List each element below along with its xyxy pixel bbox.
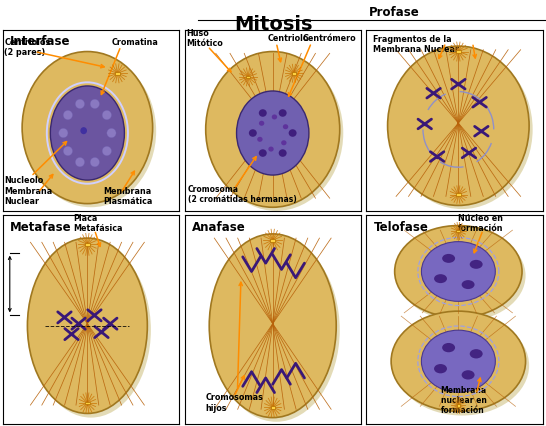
Ellipse shape xyxy=(27,238,147,413)
Ellipse shape xyxy=(90,158,99,167)
Ellipse shape xyxy=(22,52,153,204)
Ellipse shape xyxy=(107,128,116,138)
Text: Nucleolo: Nucleolo xyxy=(4,176,44,184)
Text: Telofase: Telofase xyxy=(373,222,428,234)
Ellipse shape xyxy=(395,315,529,415)
Text: Metafase: Metafase xyxy=(10,222,72,234)
Text: Centriolos
(2 pares): Centriolos (2 pares) xyxy=(4,38,51,58)
Bar xyxy=(456,404,460,406)
Ellipse shape xyxy=(461,370,474,380)
Ellipse shape xyxy=(461,280,474,289)
Bar xyxy=(85,243,90,246)
Bar xyxy=(270,239,275,242)
Bar xyxy=(85,402,90,404)
Ellipse shape xyxy=(395,226,522,317)
Ellipse shape xyxy=(249,129,257,137)
Ellipse shape xyxy=(391,311,526,412)
Ellipse shape xyxy=(422,330,495,392)
Bar xyxy=(271,406,275,409)
Text: Cromatina: Cromatina xyxy=(112,38,159,47)
Bar xyxy=(292,72,296,75)
Text: Centriolo: Centriolo xyxy=(268,35,309,43)
Ellipse shape xyxy=(278,109,287,117)
Bar xyxy=(456,193,460,196)
Text: Cromosoma
(2 cromátidas hermanas): Cromosoma (2 cromátidas hermanas) xyxy=(188,185,297,204)
Ellipse shape xyxy=(102,110,111,120)
Ellipse shape xyxy=(289,129,296,137)
Ellipse shape xyxy=(206,52,340,207)
Ellipse shape xyxy=(26,55,156,207)
Text: Cromosomas
hijos: Cromosomas hijos xyxy=(206,394,264,412)
Ellipse shape xyxy=(442,254,455,263)
Ellipse shape xyxy=(209,55,343,211)
Ellipse shape xyxy=(391,50,533,209)
Ellipse shape xyxy=(281,140,287,145)
Ellipse shape xyxy=(422,242,495,301)
Ellipse shape xyxy=(236,91,309,175)
Ellipse shape xyxy=(209,234,336,417)
Ellipse shape xyxy=(90,99,99,109)
Bar xyxy=(115,72,120,75)
Ellipse shape xyxy=(75,99,85,109)
Text: Núcleo en
formación: Núcleo en formación xyxy=(458,214,504,233)
Ellipse shape xyxy=(278,149,287,157)
Text: Membrana
nuclear en
formación: Membrana nuclear en formación xyxy=(441,386,487,415)
Ellipse shape xyxy=(259,149,267,157)
Ellipse shape xyxy=(50,86,124,180)
Bar xyxy=(456,230,460,232)
Text: Mitosis: Mitosis xyxy=(234,15,312,34)
Ellipse shape xyxy=(80,127,87,134)
Text: Profase: Profase xyxy=(369,6,420,19)
Text: Membrana
Plasmática: Membrana Plasmática xyxy=(103,187,153,206)
Ellipse shape xyxy=(75,158,85,167)
Ellipse shape xyxy=(213,238,340,422)
Ellipse shape xyxy=(283,124,288,129)
Ellipse shape xyxy=(63,146,73,156)
Ellipse shape xyxy=(434,364,447,373)
Bar xyxy=(246,75,250,78)
Ellipse shape xyxy=(259,121,264,126)
Ellipse shape xyxy=(470,349,483,358)
Ellipse shape xyxy=(31,242,151,417)
Ellipse shape xyxy=(268,147,274,152)
Ellipse shape xyxy=(442,343,455,352)
Ellipse shape xyxy=(434,274,447,283)
Text: Membrana
Nuclear: Membrana Nuclear xyxy=(4,187,53,206)
Ellipse shape xyxy=(58,128,68,138)
Ellipse shape xyxy=(388,46,529,205)
Text: Interfase: Interfase xyxy=(10,35,70,48)
Text: Anafase: Anafase xyxy=(192,222,245,234)
Ellipse shape xyxy=(272,115,277,119)
Text: Huso
Mitótico: Huso Mitótico xyxy=(186,29,223,49)
Ellipse shape xyxy=(470,260,483,269)
Bar xyxy=(456,50,461,53)
Text: Placa
Metafásica: Placa Metafásica xyxy=(73,214,123,233)
Text: Fragmentos de la
Membrana Nuclear: Fragmentos de la Membrana Nuclear xyxy=(373,35,459,54)
Text: Centrómero: Centrómero xyxy=(302,35,357,43)
Ellipse shape xyxy=(63,110,73,120)
Ellipse shape xyxy=(102,146,111,156)
Ellipse shape xyxy=(398,230,526,322)
Ellipse shape xyxy=(259,109,267,117)
Ellipse shape xyxy=(257,137,263,142)
